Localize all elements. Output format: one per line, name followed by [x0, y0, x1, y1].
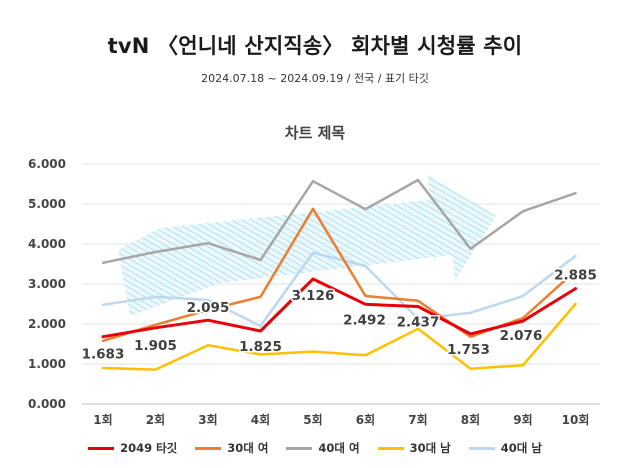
y-tick-label: 3.000 — [28, 277, 66, 291]
series-line — [101, 302, 577, 371]
legend-label: 40대 남 — [500, 441, 542, 455]
page-title: tvN 〈언니네 산지직송〉 회차별 시청률 추이 — [107, 34, 523, 58]
x-tick-label: 2회 — [146, 412, 165, 427]
data-label: 2.076 — [500, 328, 543, 344]
legend-item: 40대 남 — [468, 440, 542, 456]
legend-swatch — [468, 446, 495, 450]
data-label: 2.885 — [554, 268, 597, 284]
series-line — [101, 251, 577, 328]
chart-title: 차트 제목 — [284, 124, 346, 142]
x-tick-label: 5회 — [303, 412, 322, 427]
data-label: 1.905 — [134, 338, 177, 354]
series-line — [101, 178, 577, 265]
page-subtitle: 2024.07.18 ~ 2024.09.19 / 전국 / 표기 타깃 — [201, 72, 429, 85]
legend-item: 30대 남 — [377, 440, 451, 456]
x-tick-label: 8회 — [461, 412, 480, 427]
y-tick-label: 1.000 — [28, 357, 66, 371]
y-tick-label: 4.000 — [28, 237, 66, 251]
data-label: 1.825 — [239, 339, 282, 355]
data-label: 1.683 — [82, 347, 125, 363]
x-tick-label: 9회 — [513, 412, 532, 427]
x-tick-label: 7회 — [408, 412, 427, 427]
legend-swatch — [195, 446, 222, 450]
legend-item: 40대 여 — [286, 440, 360, 456]
series-line — [101, 277, 577, 339]
legend-label: 30대 남 — [409, 441, 451, 455]
decorative-arrow — [118, 175, 496, 316]
data-label: 2.492 — [343, 312, 386, 328]
x-tick-label: 1회 — [93, 412, 112, 427]
legend-item: 30대 여 — [195, 440, 268, 456]
chart-legend: 2049 타깃 30대 여 40대 여 30대 남 40대 남 — [0, 440, 630, 456]
legend-swatch — [377, 446, 404, 450]
data-label: 2.095 — [187, 300, 230, 316]
legend-swatch — [88, 446, 115, 450]
x-tick-label: 3회 — [198, 412, 217, 427]
x-tick-label: 6회 — [356, 412, 375, 427]
legend-item: 2049 타깃 — [88, 440, 177, 456]
legend-label: 2049 타깃 — [120, 441, 178, 455]
y-tick-label: 6.000 — [28, 157, 66, 171]
y-tick-label: 0.000 — [28, 397, 66, 411]
legend-label: 30대 여 — [227, 441, 269, 455]
x-tick-label: 10회 — [562, 412, 590, 427]
y-tick-label: 2.000 — [28, 317, 66, 331]
x-tick-label: 4회 — [251, 412, 270, 427]
legend-swatch — [286, 446, 313, 450]
data-label: 2.437 — [397, 315, 440, 331]
legend-label: 40대 여 — [318, 441, 360, 455]
data-label: 3.126 — [292, 288, 335, 304]
data-label: 1.753 — [447, 342, 490, 358]
y-tick-label: 5.000 — [28, 197, 66, 211]
